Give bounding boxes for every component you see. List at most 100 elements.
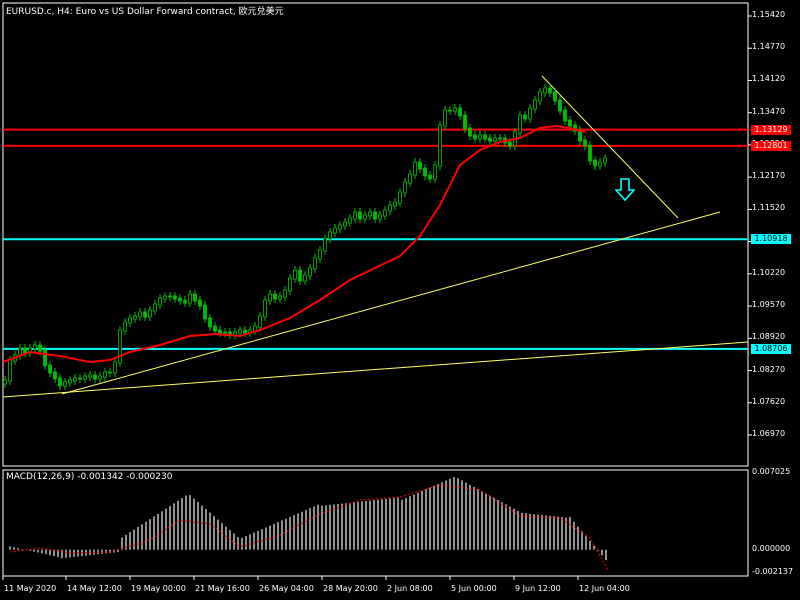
time-tick-label: 5 Jun 00:00 [451,584,497,593]
candle-body [553,91,557,102]
candle-body [293,269,297,280]
candle-body [338,224,342,230]
candle-body [218,329,222,334]
candle-body [268,293,272,302]
trend-line [61,211,721,395]
time-tick-label: 28 May 20:00 [323,584,378,593]
candle-body [33,344,37,350]
candle-body [398,191,402,204]
candle-body [118,329,122,364]
macd-tick-label: 0.000000 [752,543,791,553]
candle-body [523,114,527,120]
candle-body [298,269,302,282]
candle-body [588,144,592,162]
candle-body [68,379,72,384]
candle-body [203,304,207,320]
candle-body [548,87,552,94]
candle-body [113,361,117,374]
candle-body [508,141,512,147]
price-tick-label: 1.08920 [752,332,786,342]
candle-body [173,295,177,300]
candle-body [393,201,397,207]
candle-body [418,161,422,170]
candle-body [428,174,432,180]
candle-body [238,329,242,334]
candle-body [168,295,172,298]
candle-body [258,315,262,328]
trend-line [2,341,749,398]
price-tick-label: 1.15420 [752,10,786,19]
candle-body [333,227,337,234]
down-arrow-icon[interactable] [615,178,635,202]
macd-tick-label: -0.002137 [752,567,794,576]
candle-body [453,107,457,112]
moving-average-line [2,124,586,364]
candle-body [83,375,87,380]
candle-body [423,167,427,177]
candle-body [433,164,437,180]
price-tick-label: 1.06970 [752,429,786,438]
candle-body [388,204,392,212]
candle-body [63,381,67,387]
candle-body [73,377,77,382]
candle-body [178,297,182,302]
candle-body [413,161,417,176]
candle-body [38,344,42,352]
candle-body [8,359,12,382]
price-tag-cyan: 1.10918 [751,234,791,245]
price-tick-label: 1.12170 [752,171,786,181]
candle-body [263,299,267,318]
candle-body [443,109,447,127]
time-tick-label: 11 May 2020 [4,584,57,593]
candle-body [188,293,192,304]
candle-body [603,157,607,164]
candle-body [213,325,217,332]
macd-frame [2,469,749,577]
candle-body [493,137,497,142]
candle-body [343,221,347,227]
price-tag-red: 1.12801 [751,140,791,151]
candle-body [183,299,187,304]
macd-signal-line [9,484,609,571]
candle-body [528,107,532,120]
time-tick-label: 2 Jun 08:00 [387,584,433,593]
candle-body [128,317,132,324]
candle-body [363,214,367,220]
candle-body [473,134,477,140]
candle-body [583,139,587,147]
candle-body [48,364,52,374]
candle-body [108,371,112,374]
candle-body [318,249,322,260]
price-tick-label: 1.14770 [752,42,786,52]
candle-body [273,293,277,300]
price-tick-label: 1.14120 [752,74,786,84]
candle-body [558,99,562,112]
candle-body [358,211,362,220]
candle-body [3,379,7,385]
candle-body [463,114,467,130]
candle-body [23,347,27,354]
candle-body [478,134,482,140]
chart-title: EURUSD.c, H4: Euro vs US Dollar Forward … [6,7,284,17]
candle-body [518,114,522,134]
candle-body [323,237,327,252]
time-tick-label: 26 May 04:00 [259,584,314,593]
candle-body [468,127,472,137]
price-tick-label: 1.10220 [752,267,786,277]
candle-body [313,257,317,270]
candle-body [458,107,462,117]
candle-body [158,297,162,306]
candle-body [533,99,537,110]
time-tick-label: 21 May 16:00 [195,584,250,593]
candle-body [488,137,492,142]
candle-body [368,211,372,217]
candle-body [148,309,152,318]
macd-tick-label: 0.007025 [752,467,791,476]
candle-body [328,231,332,240]
main-frame [2,2,749,467]
candle-body [198,299,202,307]
macd-label: MACD(12,26,9) -0.001342 -0.000230 [6,472,173,482]
candle-body [153,303,157,312]
time-tick-label: 9 Jun 12:00 [515,584,561,593]
